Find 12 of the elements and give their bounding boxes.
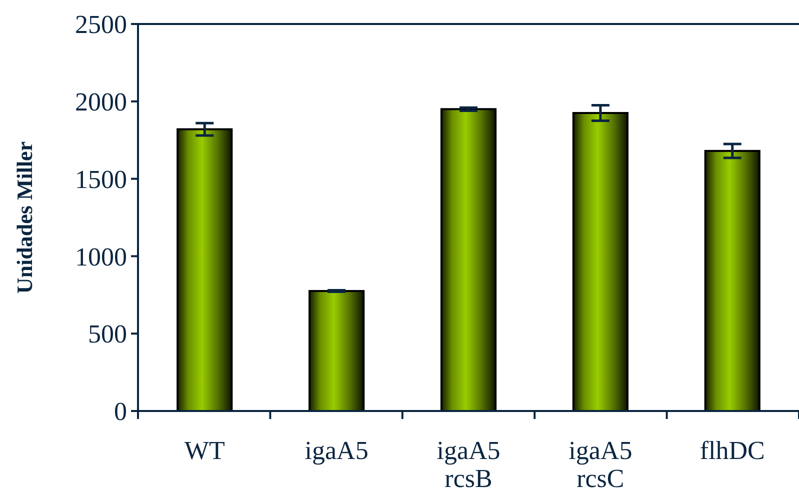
- y-tick-label: 2500: [75, 10, 127, 40]
- y-tick-label: 500: [88, 320, 127, 349]
- y-tick-label: 2000: [75, 88, 127, 116]
- x-tick-label: flhDC: [700, 436, 765, 465]
- y-tick-label: 1500: [75, 164, 127, 194]
- y-tick-label: 1000: [75, 242, 127, 272]
- x-tick-label: igaA5 rcsB: [436, 436, 500, 492]
- y-axis-title: Unidades Miller: [12, 141, 37, 294]
- x-tick-label: igaA5 rcsC: [568, 436, 632, 492]
- x-tick-label: WT: [184, 436, 225, 465]
- y-tick-label: 0: [114, 397, 127, 426]
- x-tick-label: igaA5: [304, 436, 368, 465]
